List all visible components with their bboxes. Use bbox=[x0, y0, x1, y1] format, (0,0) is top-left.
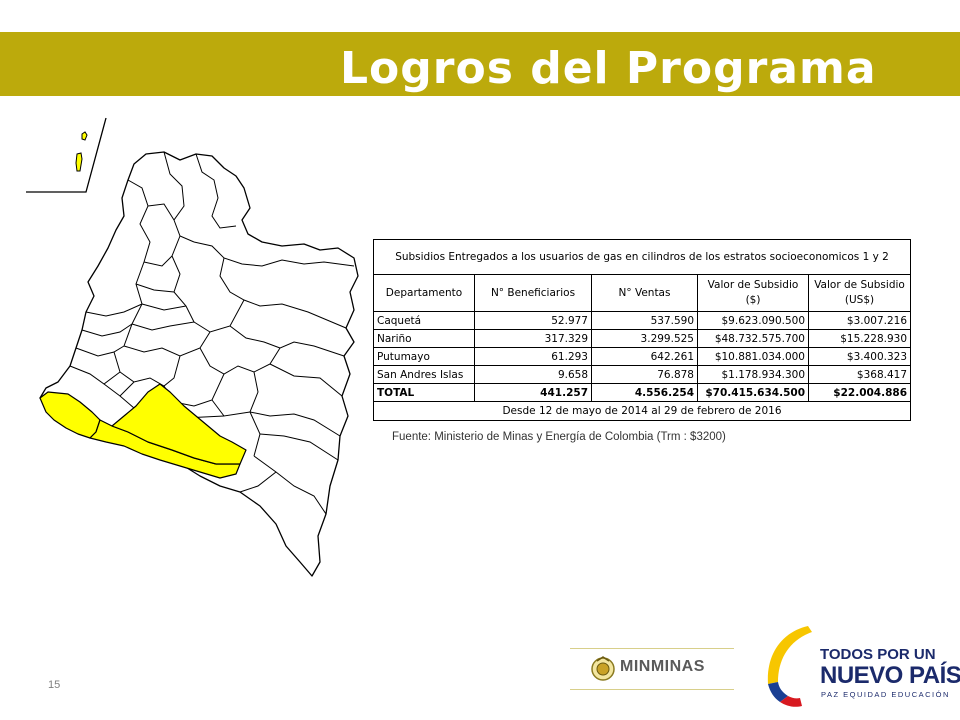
subsidy-cop-cell: $1.178.934.300 bbox=[697, 365, 809, 384]
subsidy-usd-cell: $15.228.930 bbox=[807, 329, 912, 348]
total-beneficiaries-cell: 441.257 bbox=[474, 383, 592, 402]
minminas-text: MINMINAS bbox=[620, 658, 705, 675]
tpun-line2: NUEVO PAÍS bbox=[820, 662, 960, 689]
department-cell: San Andres Islas bbox=[373, 365, 475, 384]
tricolor-swoosh-icon bbox=[767, 626, 812, 707]
subsidies-table: Subsidios Entregados a los usuarios de g… bbox=[372, 239, 912, 421]
table-row: Nariño 317.329 3.299.525 $48.732.575.700… bbox=[373, 329, 912, 348]
beneficiaries-cell: 317.329 bbox=[474, 329, 592, 348]
tpun-line1: TODOS POR UN bbox=[820, 646, 936, 663]
department-cell: Caquetá bbox=[373, 311, 475, 330]
total-subsidy-cop-cell: $70.415.634.500 bbox=[697, 383, 809, 402]
tpun-line3: PAZ EQUIDAD EDUCACIÓN bbox=[821, 690, 950, 699]
table-row: Putumayo 61.293 642.261 $10.881.034.000 … bbox=[373, 347, 912, 366]
slide-title: Logros del Programa bbox=[340, 43, 877, 94]
coat-of-arms-icon bbox=[591, 656, 615, 681]
beneficiaries-cell: 52.977 bbox=[474, 311, 592, 330]
source-note: Fuente: Ministerio de Minas y Energía de… bbox=[392, 431, 726, 443]
column-header: Valor de Subsidio (US$) bbox=[807, 274, 912, 312]
department-cell: Nariño bbox=[373, 329, 475, 348]
total-label-cell: TOTAL bbox=[373, 383, 475, 402]
total-subsidy-usd-cell: $22.004.886 bbox=[807, 383, 912, 402]
subsidy-cop-cell: $10.881.034.000 bbox=[697, 347, 809, 366]
table-total-row: TOTAL 441.257 4.556.254 $70.415.634.500 … bbox=[373, 383, 912, 402]
table-row: Caquetá 52.977 537.590 $9.623.090.500 $3… bbox=[373, 311, 912, 330]
title-bar bbox=[0, 32, 960, 96]
department-cell: Putumayo bbox=[373, 347, 475, 366]
sales-cell: 537.590 bbox=[591, 311, 698, 330]
providencia-island bbox=[75, 152, 83, 172]
subsidy-usd-cell: $368.417 bbox=[807, 365, 912, 384]
country-outline bbox=[39, 151, 359, 577]
subsidy-cop-cell: $48.732.575.700 bbox=[697, 329, 809, 348]
minminas-logo: MINMINAS bbox=[570, 648, 734, 690]
column-header: N° Ventas bbox=[591, 274, 698, 312]
sales-cell: 642.261 bbox=[591, 347, 698, 366]
table-caption: Subsidios Entregados a los usuarios de g… bbox=[372, 239, 912, 275]
subsidy-usd-cell: $3.007.216 bbox=[807, 311, 912, 330]
caqueta-department bbox=[111, 383, 247, 465]
san-andres-island bbox=[81, 131, 88, 141]
todos-por-un-nuevo-pais-logo: TODOS POR UN NUEVO PAÍS PAZ EQUIDAD EDUC… bbox=[760, 622, 960, 708]
islands-inset-frame bbox=[26, 117, 107, 193]
table-period: Desde 12 de mayo de 2014 al 29 de febrer… bbox=[372, 401, 912, 421]
column-header: N° Beneficiarios bbox=[474, 274, 592, 312]
total-sales-cell: 4.556.254 bbox=[591, 383, 698, 402]
beneficiaries-cell: 61.293 bbox=[474, 347, 592, 366]
table-header-row: Departamento N° Beneficiarios N° Ventas … bbox=[373, 274, 912, 312]
column-header: Valor de Subsidio ($) bbox=[697, 274, 809, 312]
beneficiaries-cell: 9.658 bbox=[474, 365, 592, 384]
table-row: San Andres Islas 9.658 76.878 $1.178.934… bbox=[373, 365, 912, 384]
sales-cell: 76.878 bbox=[591, 365, 698, 384]
sales-cell: 3.299.525 bbox=[591, 329, 698, 348]
subsidy-cop-cell: $9.623.090.500 bbox=[697, 311, 809, 330]
subsidy-usd-cell: $3.400.323 bbox=[807, 347, 912, 366]
page-number: 15 bbox=[48, 679, 61, 691]
colombia-map bbox=[24, 116, 370, 580]
column-header: Departamento bbox=[373, 274, 475, 312]
